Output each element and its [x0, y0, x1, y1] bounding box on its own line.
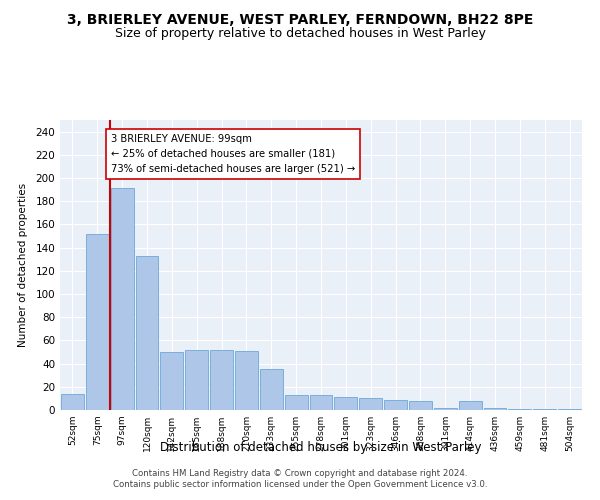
Y-axis label: Number of detached properties: Number of detached properties — [19, 183, 28, 347]
Bar — [185, 350, 208, 410]
Text: Contains HM Land Registry data © Crown copyright and database right 2024.: Contains HM Land Registry data © Crown c… — [132, 468, 468, 477]
Bar — [484, 408, 506, 410]
Bar — [210, 350, 233, 410]
Bar — [310, 395, 332, 410]
Text: Distribution of detached houses by size in West Parley: Distribution of detached houses by size … — [160, 441, 482, 454]
Bar — [160, 352, 183, 410]
Text: Size of property relative to detached houses in West Parley: Size of property relative to detached ho… — [115, 28, 485, 40]
Bar — [434, 408, 457, 410]
Text: 3, BRIERLEY AVENUE, WEST PARLEY, FERNDOWN, BH22 8PE: 3, BRIERLEY AVENUE, WEST PARLEY, FERNDOW… — [67, 12, 533, 26]
Bar — [533, 409, 556, 410]
Bar — [334, 397, 357, 410]
Bar — [136, 256, 158, 410]
Bar — [86, 234, 109, 410]
Bar — [508, 409, 531, 410]
Bar — [235, 351, 258, 410]
Text: Contains public sector information licensed under the Open Government Licence v3: Contains public sector information licen… — [113, 480, 487, 489]
Bar — [459, 400, 482, 410]
Bar — [111, 188, 134, 410]
Bar — [558, 409, 581, 410]
Bar — [61, 394, 84, 410]
Bar — [384, 400, 407, 410]
Bar — [409, 400, 432, 410]
Bar — [359, 398, 382, 410]
Bar — [285, 395, 308, 410]
Text: 3 BRIERLEY AVENUE: 99sqm
← 25% of detached houses are smaller (181)
73% of semi-: 3 BRIERLEY AVENUE: 99sqm ← 25% of detach… — [111, 134, 355, 173]
Bar — [260, 370, 283, 410]
